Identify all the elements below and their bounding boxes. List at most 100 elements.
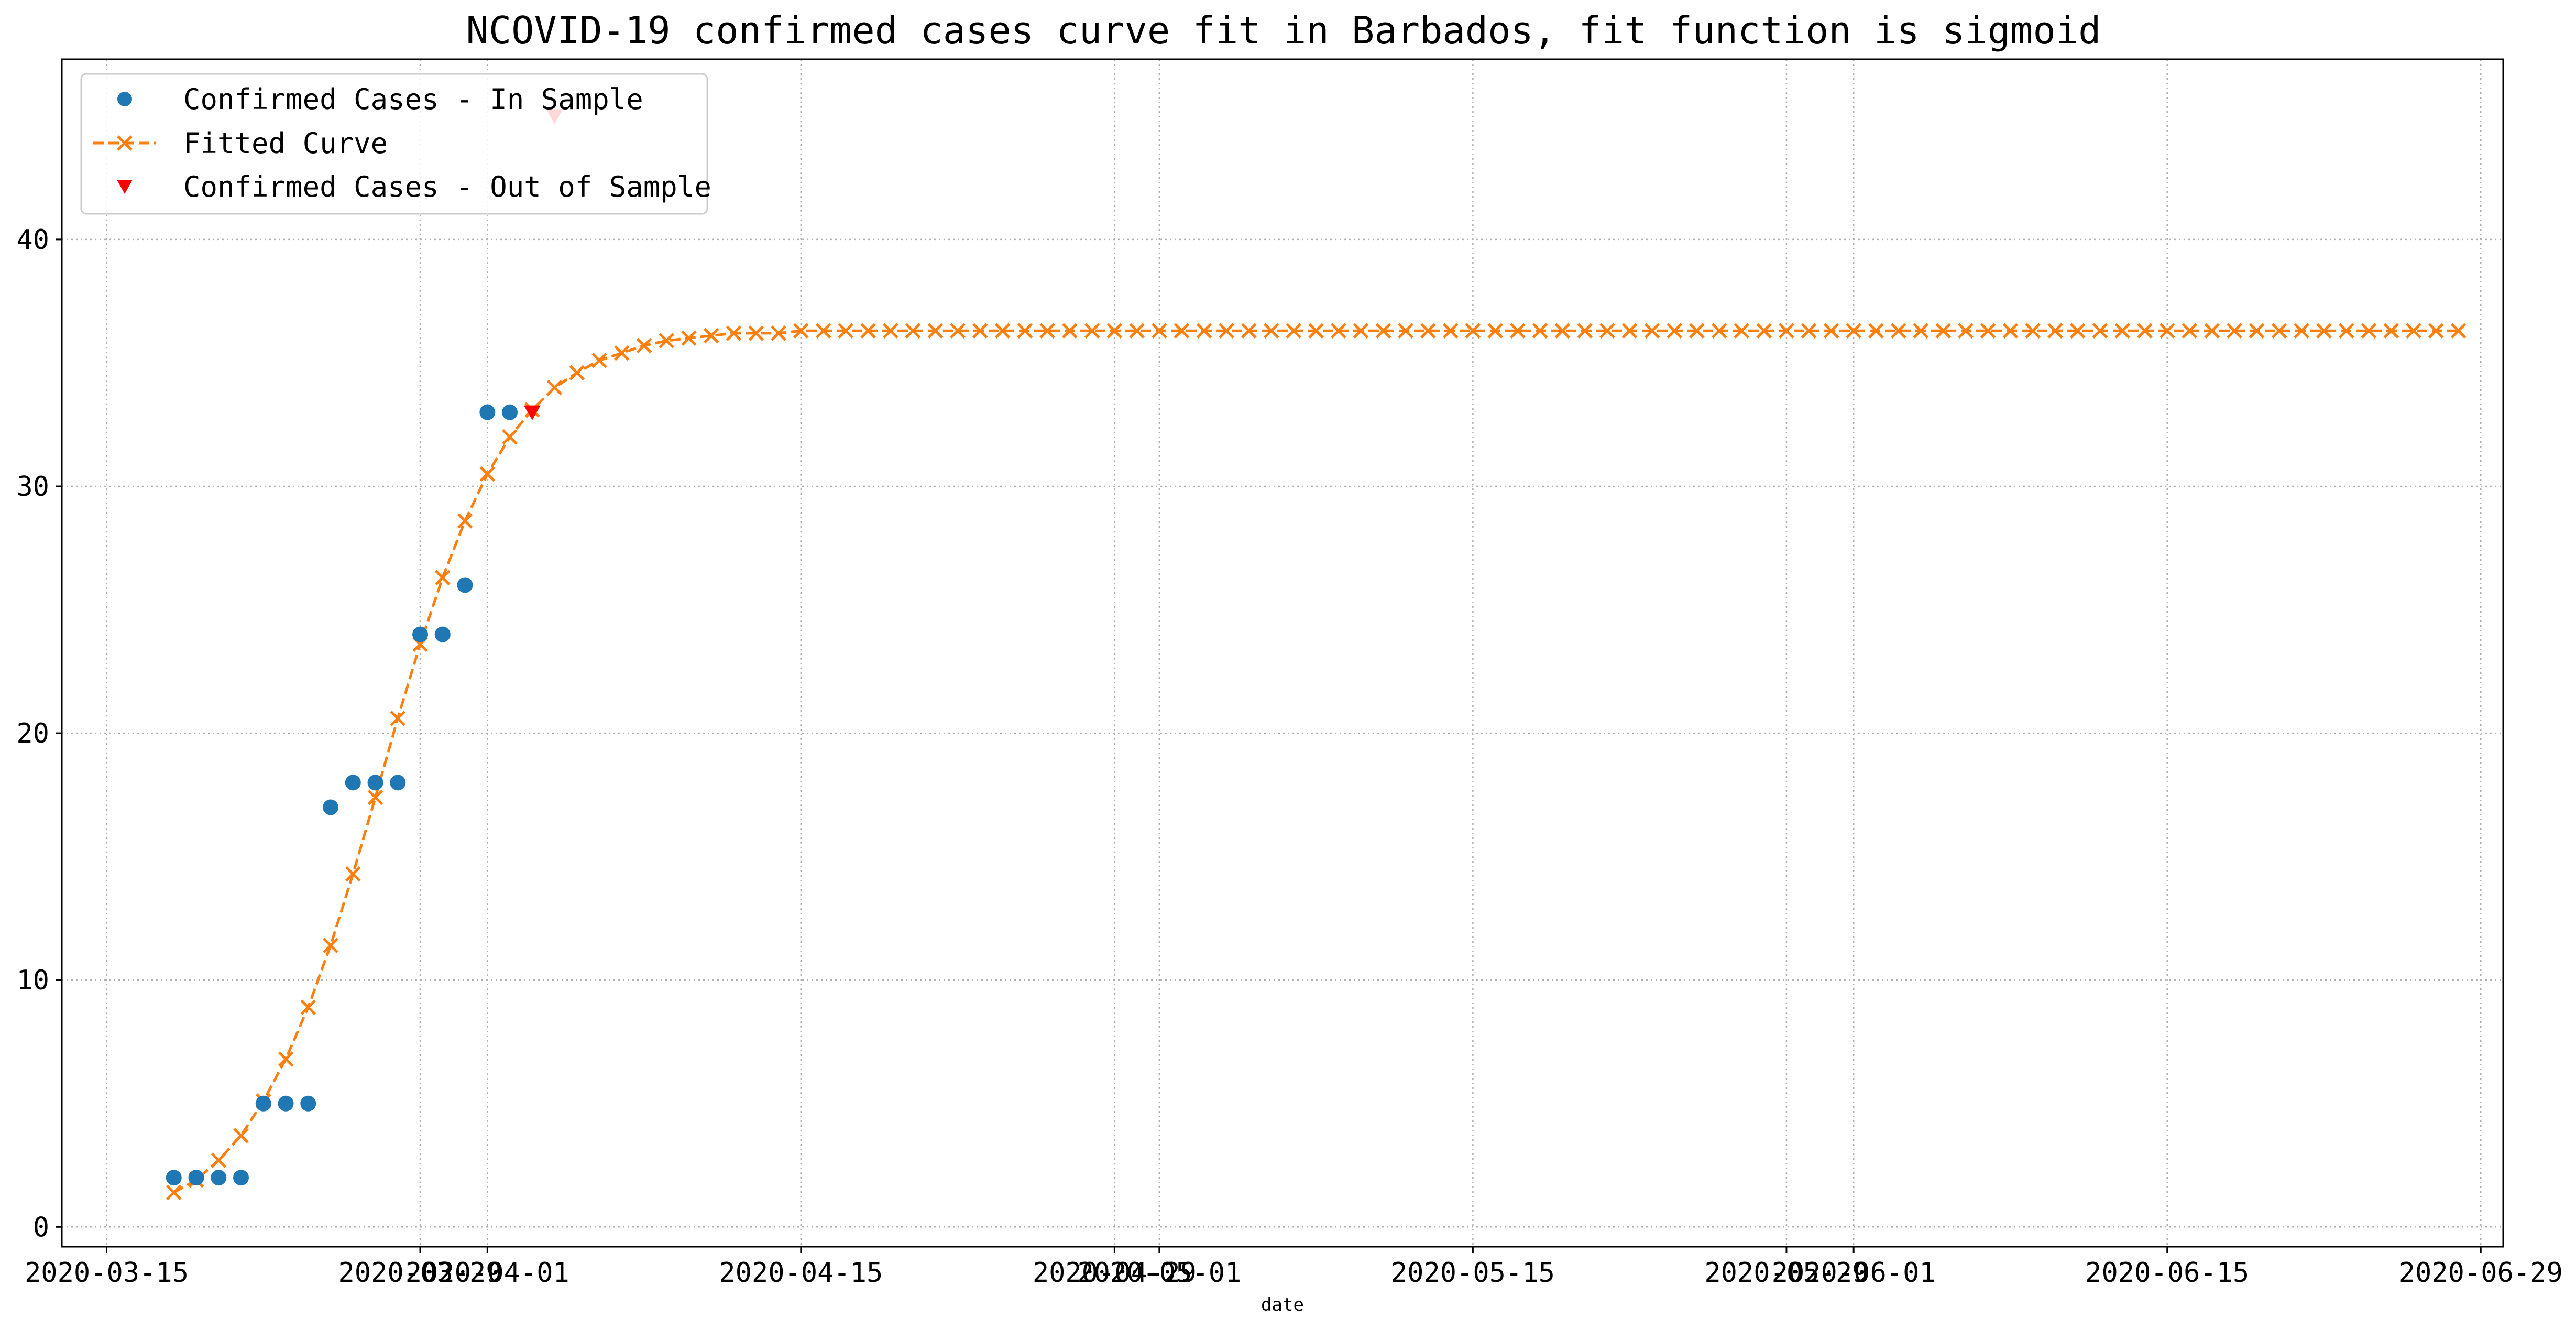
- x-tick-label: 2020-03-15: [25, 1257, 189, 1289]
- fitted-curve-marker: [1241, 323, 1257, 339]
- fitted-curve-marker: [1084, 323, 1100, 339]
- legend-box: [80, 73, 708, 215]
- fitted-curve-marker: [2204, 323, 2220, 339]
- fitted-curve-marker: [2383, 323, 2399, 339]
- fitted-curve-marker: [614, 345, 630, 361]
- fitted-curve-marker: [815, 323, 831, 339]
- fitted-curve-marker: [1554, 323, 1571, 339]
- fitted-curve-marker: [166, 1184, 182, 1201]
- fitted-curve-marker: [1756, 323, 1772, 339]
- fitted-curve-marker: [2361, 323, 2377, 339]
- fitted-curve-marker: [1398, 323, 1413, 339]
- fitted-curve-marker: [1779, 323, 1794, 339]
- fitted-curve-marker: [2092, 323, 2108, 339]
- fitted-curve-marker: [681, 330, 697, 346]
- fitted-curve-marker: [1644, 323, 1660, 339]
- fitted-curve-marker: [1017, 323, 1033, 339]
- legend-in-sample-label: Confirmed Cases - In Sample: [183, 83, 643, 116]
- fitted-curve-marker: [2159, 323, 2175, 339]
- fitted-curve-marker: [1868, 323, 1884, 339]
- fitted-curve-marker: [479, 466, 496, 482]
- x-tick-label: 2020-04-15: [719, 1257, 883, 1289]
- fitted-curve-marker: [2227, 323, 2242, 339]
- fitted-curve-marker: [1958, 323, 1974, 339]
- fitted-curve-marker: [1890, 323, 1906, 339]
- in-sample-point: [323, 799, 339, 815]
- fitted-curve-marker: [771, 325, 786, 341]
- in-sample-point: [345, 775, 361, 791]
- fitted-curve-marker: [2114, 323, 2130, 339]
- fitted-curve-marker: [591, 352, 607, 368]
- fitted-curve-marker: [1196, 323, 1212, 339]
- x-tick-label: 2020-04-29: [1033, 1257, 1197, 1289]
- fitted-curve-marker: [1331, 323, 1346, 339]
- fitted-curve-marker: [2271, 323, 2287, 339]
- fitted-curve-marker: [972, 323, 988, 339]
- fitted-curve-marker: [1734, 323, 1750, 339]
- fitted-curve-marker: [502, 429, 518, 445]
- fitted-curve-marker: [1353, 323, 1369, 339]
- fitted-curve-marker: [569, 365, 585, 381]
- fitted-curve-marker: [2025, 323, 2041, 339]
- fitted-curve-marker: [994, 323, 1011, 339]
- fitted-curve-marker: [704, 328, 719, 344]
- fitted-curve-marker: [1420, 323, 1436, 339]
- fitted-curve-marker: [950, 323, 966, 339]
- legend-in-sample-marker: [117, 92, 132, 106]
- fitted-curve-marker: [1062, 323, 1078, 339]
- fitted-curve-marker: [1801, 323, 1817, 339]
- fitted-curve-marker: [367, 789, 383, 805]
- in-sample-point: [211, 1170, 227, 1186]
- in-sample-point: [457, 577, 473, 593]
- fitted-curve-marker: [1219, 323, 1234, 339]
- in-sample-point: [502, 404, 518, 420]
- fitted-curve-marker: [659, 333, 675, 348]
- fitted-curve-marker: [345, 866, 361, 882]
- fitted-curve-marker: [1577, 323, 1593, 339]
- x-tick-label: 2020-06-01: [1772, 1257, 1936, 1289]
- fitted-curve-marker: [1286, 323, 1302, 339]
- fitted-curve-marker: [860, 323, 876, 339]
- fitted-curve-marker: [2316, 323, 2332, 339]
- fitted-curve-marker: [1689, 323, 1705, 339]
- x-tick-label: 2020-06-29: [2399, 1257, 2563, 1289]
- fitted-curve-marker: [1039, 323, 1055, 339]
- fitted-curve-marker: [1263, 323, 1279, 339]
- chart-title: NCOVID-19 confirmed cases curve fit in B…: [466, 8, 2101, 52]
- legend: Confirmed Cases - In Sample Fitted Curve…: [80, 73, 711, 215]
- legend-fitted-label: Fitted Curve: [183, 127, 388, 160]
- fitted-curve-marker: [2047, 323, 2063, 339]
- fitted-curve-marker: [1442, 323, 1459, 339]
- fitted-curve-marker: [390, 711, 406, 726]
- fitted-curve-marker: [1375, 323, 1391, 339]
- x-axis-label: date: [1261, 1294, 1304, 1315]
- in-sample-point: [255, 1095, 271, 1112]
- fitted-curve-marker: [726, 325, 742, 341]
- plot-frame: [61, 58, 2504, 1248]
- out-of-sample-point: [523, 405, 541, 420]
- fitted-curve-marker: [1667, 323, 1682, 339]
- in-sample-point: [412, 626, 429, 642]
- fitted-curve-marker: [1980, 323, 1996, 339]
- fitted-curve-marker: [1308, 323, 1324, 339]
- in-sample-point: [479, 404, 496, 420]
- fitted-curve-marker: [278, 1051, 294, 1067]
- in-sample-points-layer: [166, 404, 518, 1186]
- in-sample-point: [367, 775, 383, 791]
- fitted-curve-marker: [1711, 323, 1727, 339]
- in-sample-point: [434, 626, 451, 642]
- y-tick-label: 10: [16, 965, 49, 996]
- fitted-curve-marker: [1174, 323, 1190, 339]
- fitted-curve-marker: [2182, 323, 2198, 339]
- legend-out-of-sample-marker: [117, 180, 133, 194]
- fitted-curve-marker: [2249, 323, 2265, 339]
- legend-out-of-sample-label: Confirmed Cases - Out of Sample: [183, 170, 711, 203]
- in-sample-point: [300, 1095, 316, 1112]
- fitted-curve-marker: [748, 325, 764, 341]
- fitted-curve-marker: [1599, 323, 1615, 339]
- x-tick-label: 2020-03-29: [338, 1257, 502, 1289]
- fitted-curve-marker: [2069, 323, 2086, 339]
- fitted-curve-marker: [546, 379, 563, 396]
- x-tick-label: 2020-06-15: [2085, 1257, 2249, 1289]
